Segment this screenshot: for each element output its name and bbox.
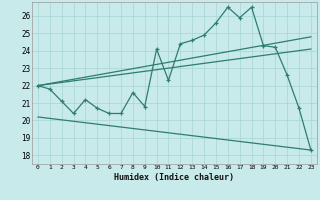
X-axis label: Humidex (Indice chaleur): Humidex (Indice chaleur) [115,173,234,182]
